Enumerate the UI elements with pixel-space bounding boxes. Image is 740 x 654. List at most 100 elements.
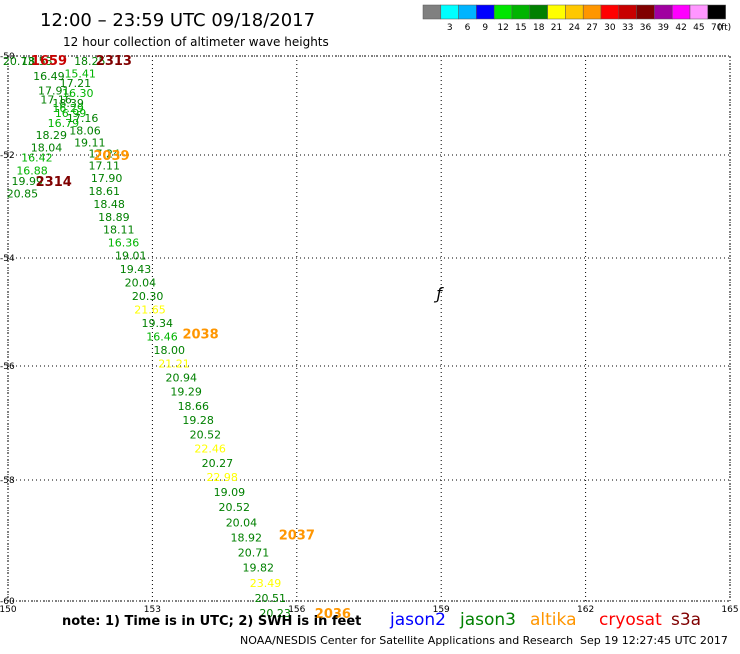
observation-label: 19.43 (120, 263, 152, 276)
y-tick-label: -50 (0, 52, 15, 62)
legend-tick-label: 18 (533, 23, 545, 33)
observation-label: 16.99 (55, 107, 87, 120)
observation-label: 20.52 (190, 428, 222, 441)
generation-timestamp: Sep 19 12:27:45 UTC 2017 (580, 634, 728, 647)
axis-labels: 150 153 156 159 162 165 -50 -52 -54 -56 -58 -60 (0, 52, 739, 615)
x-tick-label: 150 (0, 605, 17, 615)
observation-label: 20.94 (166, 371, 198, 384)
legend-swatch (565, 4, 584, 20)
legend-swatch (689, 4, 709, 20)
legend-swatch (582, 4, 602, 20)
x-tick-label: 153 (144, 605, 161, 615)
plot-frame (7, 55, 731, 602)
observation-label: 18.06 (69, 124, 101, 137)
observation-label: 22.98 (206, 471, 238, 484)
legend-tick-label: 24 (569, 23, 581, 33)
observation-label: 20.04 (125, 276, 157, 289)
satellite-name: jason2 (389, 610, 446, 630)
observation-label: 19.82 (243, 562, 275, 575)
observation-label: 20.27 (202, 457, 234, 470)
observation-label: 17.24 (89, 148, 121, 161)
observation-label: 16.42 (21, 152, 53, 165)
observation-label: 20.30 (132, 290, 164, 303)
observation-label: 18.00 (153, 344, 185, 357)
legend-swatch (671, 4, 691, 20)
observation-label: 20.23 (259, 607, 291, 620)
satellite-name: altika (530, 610, 577, 630)
legend-tick-label: 12 (497, 23, 508, 33)
observation-label: 20.04 (226, 516, 258, 529)
legend-tick-label: 42 (675, 23, 686, 33)
observation-label: 21.65 (134, 303, 166, 316)
credit-line: NOAA/NESDIS Center for Satellite Applica… (240, 634, 573, 647)
satellite-name: jason3 (459, 610, 516, 630)
color-scale-legend: 3 6 9 12 15 18 21 24 27 30 33 36 39 42 45 70(ft) (422, 4, 732, 33)
pass-time-label: 2313 (96, 54, 132, 69)
legend-swatch (547, 4, 566, 20)
footer-note: note: 1) Time is in UTC; 2) SWH is in fe… (62, 614, 361, 629)
x-tick-label: 165 (721, 605, 738, 615)
observation-label: 15.41 (64, 67, 96, 80)
observation-label: 16.36 (108, 237, 140, 250)
pass-time-label: 1659 (31, 54, 67, 69)
observation-label: 20.51 (255, 592, 287, 605)
observation-label: 18.39 (52, 97, 84, 110)
observation-label: 17.90 (91, 172, 123, 185)
y-tick-label: -52 (0, 151, 15, 161)
y-tick-label: -58 (0, 476, 15, 486)
observation-label: 20.52 (218, 501, 250, 514)
legend-swatch (458, 4, 477, 20)
legend-tick-label: 45 (693, 23, 704, 33)
y-tick-label: -54 (0, 254, 15, 264)
observation-label: 18.11 (103, 224, 135, 237)
legend-swatch (600, 4, 620, 20)
legend-swatch (636, 4, 655, 20)
legend-tick-label: 9 (482, 23, 488, 33)
pass-time-label: 2036 (315, 607, 351, 622)
observation-label: 18.66 (178, 400, 210, 413)
y-tick-label: -60 (0, 597, 15, 607)
x-tick-label: 162 (577, 605, 594, 615)
observation-label: 18.89 (98, 211, 130, 224)
observation-label: 19.29 (170, 386, 202, 399)
legend-swatch (493, 4, 513, 20)
x-tick-label: 159 (433, 605, 450, 615)
legend-swatch (511, 4, 531, 20)
legend-swatch (707, 4, 726, 20)
observation-label: 17.91 (38, 85, 70, 98)
satellite-name: cryosat (599, 610, 662, 630)
observation-label: 16.88 (16, 164, 48, 177)
x-tick-label: 156 (288, 605, 305, 615)
observation-label: 18.29 (36, 129, 68, 142)
chart-title: 12:00 – 23:59 UTC 09/18/2017 (40, 10, 315, 31)
observation-label: 16.49 (33, 70, 65, 83)
observation-label: 16.30 (62, 87, 94, 100)
legend-tick-label: 6 (465, 23, 471, 33)
observation-label: 21.21 (158, 357, 190, 370)
legend-tick-label: 36 (640, 23, 652, 33)
chart-subtitle: 12 hour collection of altimeter wave hei… (63, 35, 329, 49)
observation-label: 16.79 (48, 117, 80, 130)
satellite-name: s3a (671, 610, 701, 630)
pass-time-labels: 1659 2313 2039 2314 2038 2037 2036 (31, 54, 351, 622)
legend-swatch (422, 4, 442, 20)
pass-time-label: 2038 (182, 328, 218, 343)
legend-unit-label: (ft) (718, 23, 732, 33)
observation-label: 18.04 (31, 142, 63, 155)
observation-label: 22.46 (194, 443, 226, 456)
legend-tick-label: 21 (551, 23, 562, 33)
observation-label: 19.34 (141, 317, 173, 330)
observation-label: 18.53 (21, 55, 53, 68)
observation-label: 20.73 (3, 55, 35, 68)
observation-label: 18.48 (93, 198, 125, 211)
observation-label: 20.71 (238, 547, 270, 560)
observation-label: 20.85 (7, 188, 39, 201)
observation-label: 18.25 (74, 55, 106, 68)
legend-swatch (529, 4, 548, 20)
y-tick-label: -56 (0, 362, 15, 372)
observation-label: 19.28 (182, 414, 214, 427)
pass-time-label: 2037 (279, 528, 315, 543)
